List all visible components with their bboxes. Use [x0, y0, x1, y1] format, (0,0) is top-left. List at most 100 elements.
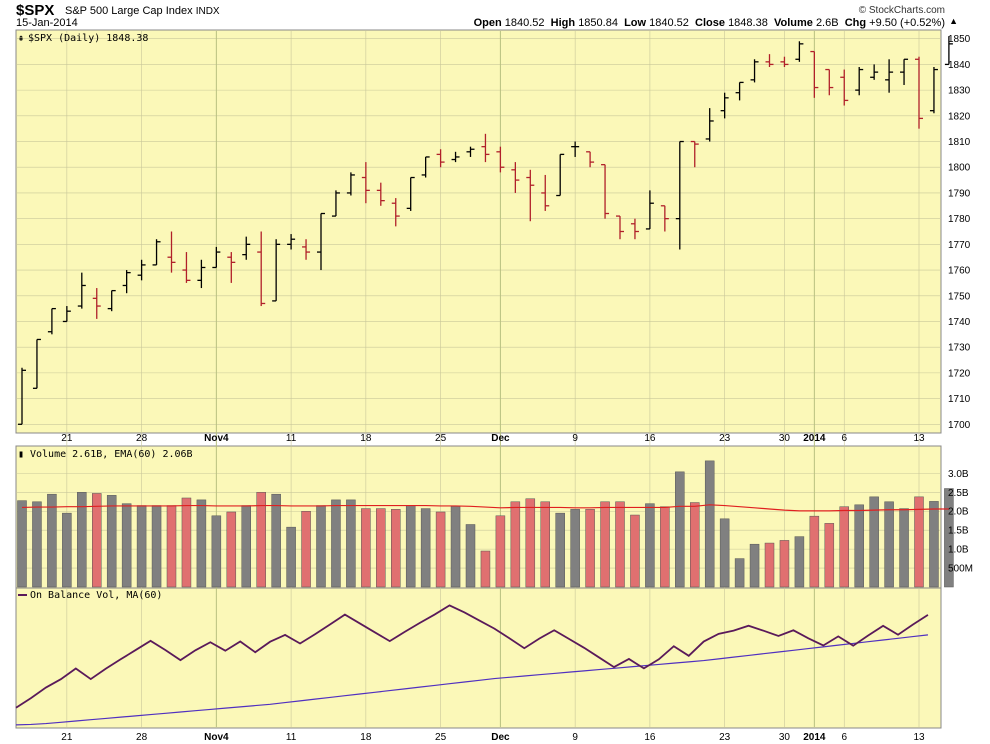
price-bars [18, 36, 953, 425]
price-tick-label: 1770 [948, 240, 971, 251]
open-value: 1840.52 [504, 17, 545, 29]
volume-bar [510, 501, 521, 588]
volume-bar [540, 501, 550, 588]
price-tick-label: 1710 [948, 394, 971, 405]
volume-bar [675, 471, 685, 588]
volume-bar [211, 515, 222, 588]
low-label: Low [624, 17, 647, 29]
change-label: Chg [844, 17, 867, 29]
obv-legend: On Balance Vol, MA(60) [30, 590, 162, 601]
volume-bar [600, 501, 610, 588]
price-tick-label: 1830 [948, 86, 971, 97]
time-tick-label: 6 [841, 732, 847, 743]
price-tick-label: 1760 [948, 266, 971, 277]
exchange-label: INDX [195, 6, 220, 17]
price-tick-label: 1730 [948, 343, 971, 354]
volume-bar [121, 503, 132, 588]
volume-bar [749, 543, 760, 588]
time-tick-label: 30 [779, 433, 791, 444]
time-tick-label: 25 [435, 732, 447, 743]
time-tick-label: Nov4 [204, 732, 229, 743]
price-tick-label: 1850 [948, 34, 971, 45]
collapse-arrow-icon[interactable]: ▲ [949, 16, 958, 26]
volume-tick-label: 1.0B [948, 545, 969, 556]
price-panel [15, 29, 942, 434]
axis-labels: 1700 1710 1720 1730 1740 1750 1760 1770 1780 1790… [61, 34, 973, 743]
volume-bar [226, 511, 237, 588]
price-tick-label: 1800 [948, 163, 971, 174]
volume-bar [450, 506, 461, 588]
volume-bar [630, 514, 640, 588]
time-tick-label: 28 [136, 732, 148, 743]
time-tick-label: 18 [360, 433, 372, 444]
volume-bar [495, 515, 506, 588]
time-tick-label: 2014 [803, 433, 826, 444]
volume-bar [660, 506, 670, 588]
time-tick-label: Dec [491, 732, 510, 743]
volume-bar [899, 508, 909, 588]
ticker-symbol: $SPX [16, 2, 55, 19]
volume-tick-label: 500M [948, 564, 973, 575]
close-value: 1848.38 [728, 17, 768, 29]
volume-bar [151, 505, 162, 588]
time-tick-label: 13 [913, 433, 925, 444]
price-tick-label: 1840 [948, 60, 971, 71]
volume-bar [196, 499, 207, 588]
time-tick-label: 21 [61, 732, 73, 743]
time-tick-label: 13 [913, 732, 925, 743]
obv-lines [15, 604, 929, 726]
brand-watermark: © StockCharts.com [858, 5, 945, 16]
time-tick-label: 9 [572, 732, 578, 743]
time-tick-label: 28 [136, 433, 148, 444]
volume-bar [585, 509, 595, 588]
volume-bar [106, 495, 117, 588]
volume-bar [734, 558, 745, 588]
volume-bar [331, 499, 341, 588]
volume-tick-label: 2.5B [948, 488, 969, 499]
volume-bar [854, 504, 864, 588]
volume-bar [809, 515, 820, 588]
volume-bar [570, 509, 580, 588]
volume-bar [704, 460, 715, 588]
grid-lines [16, 31, 941, 727]
volume-bar [869, 496, 879, 588]
volume-bar [62, 512, 72, 588]
volume-bar [929, 501, 939, 588]
time-tick-label: 9 [572, 433, 578, 444]
volume-bar [376, 508, 386, 588]
volume-bar [764, 542, 775, 588]
volume-bar [301, 510, 311, 588]
time-tick-label: 6 [841, 433, 847, 444]
price-tick-label: 1820 [948, 111, 971, 122]
volume-legend-icon: ▮ [18, 449, 24, 460]
close-label: Close [695, 17, 725, 29]
price-tick-label: 1780 [948, 214, 971, 225]
price-tick-label: 1700 [948, 420, 971, 431]
volume-bar [690, 502, 700, 588]
time-tick-label: 11 [286, 732, 297, 743]
volume-bar [32, 501, 42, 588]
volume-bar [525, 498, 536, 588]
volume-bars [17, 460, 954, 588]
time-tick-label: 23 [719, 433, 731, 444]
time-tick-label: 25 [435, 433, 447, 444]
volume-bar [241, 505, 251, 588]
volume-bar [465, 524, 476, 588]
volume-bar [944, 488, 954, 588]
time-tick-label: 21 [61, 433, 73, 444]
index-description: S&P 500 Large Cap Index INDX [65, 5, 220, 17]
volume-bar [420, 508, 431, 588]
volume-bar [316, 505, 326, 588]
chart-header: $SPX S&P 500 Large Cap Index INDX 15-Jan… [0, 0, 990, 30]
volume-bar [361, 508, 371, 588]
volume-bar [92, 493, 102, 588]
volume-bar [839, 506, 849, 588]
index-name: S&P 500 Large Cap Index [65, 5, 193, 17]
volume-bar [884, 501, 894, 588]
price-tick-label: 1740 [948, 317, 971, 328]
volume-bar [435, 511, 446, 588]
obv-panel [15, 587, 942, 729]
time-tick-label: 16 [644, 433, 656, 444]
high-value: 1850.84 [578, 17, 618, 29]
